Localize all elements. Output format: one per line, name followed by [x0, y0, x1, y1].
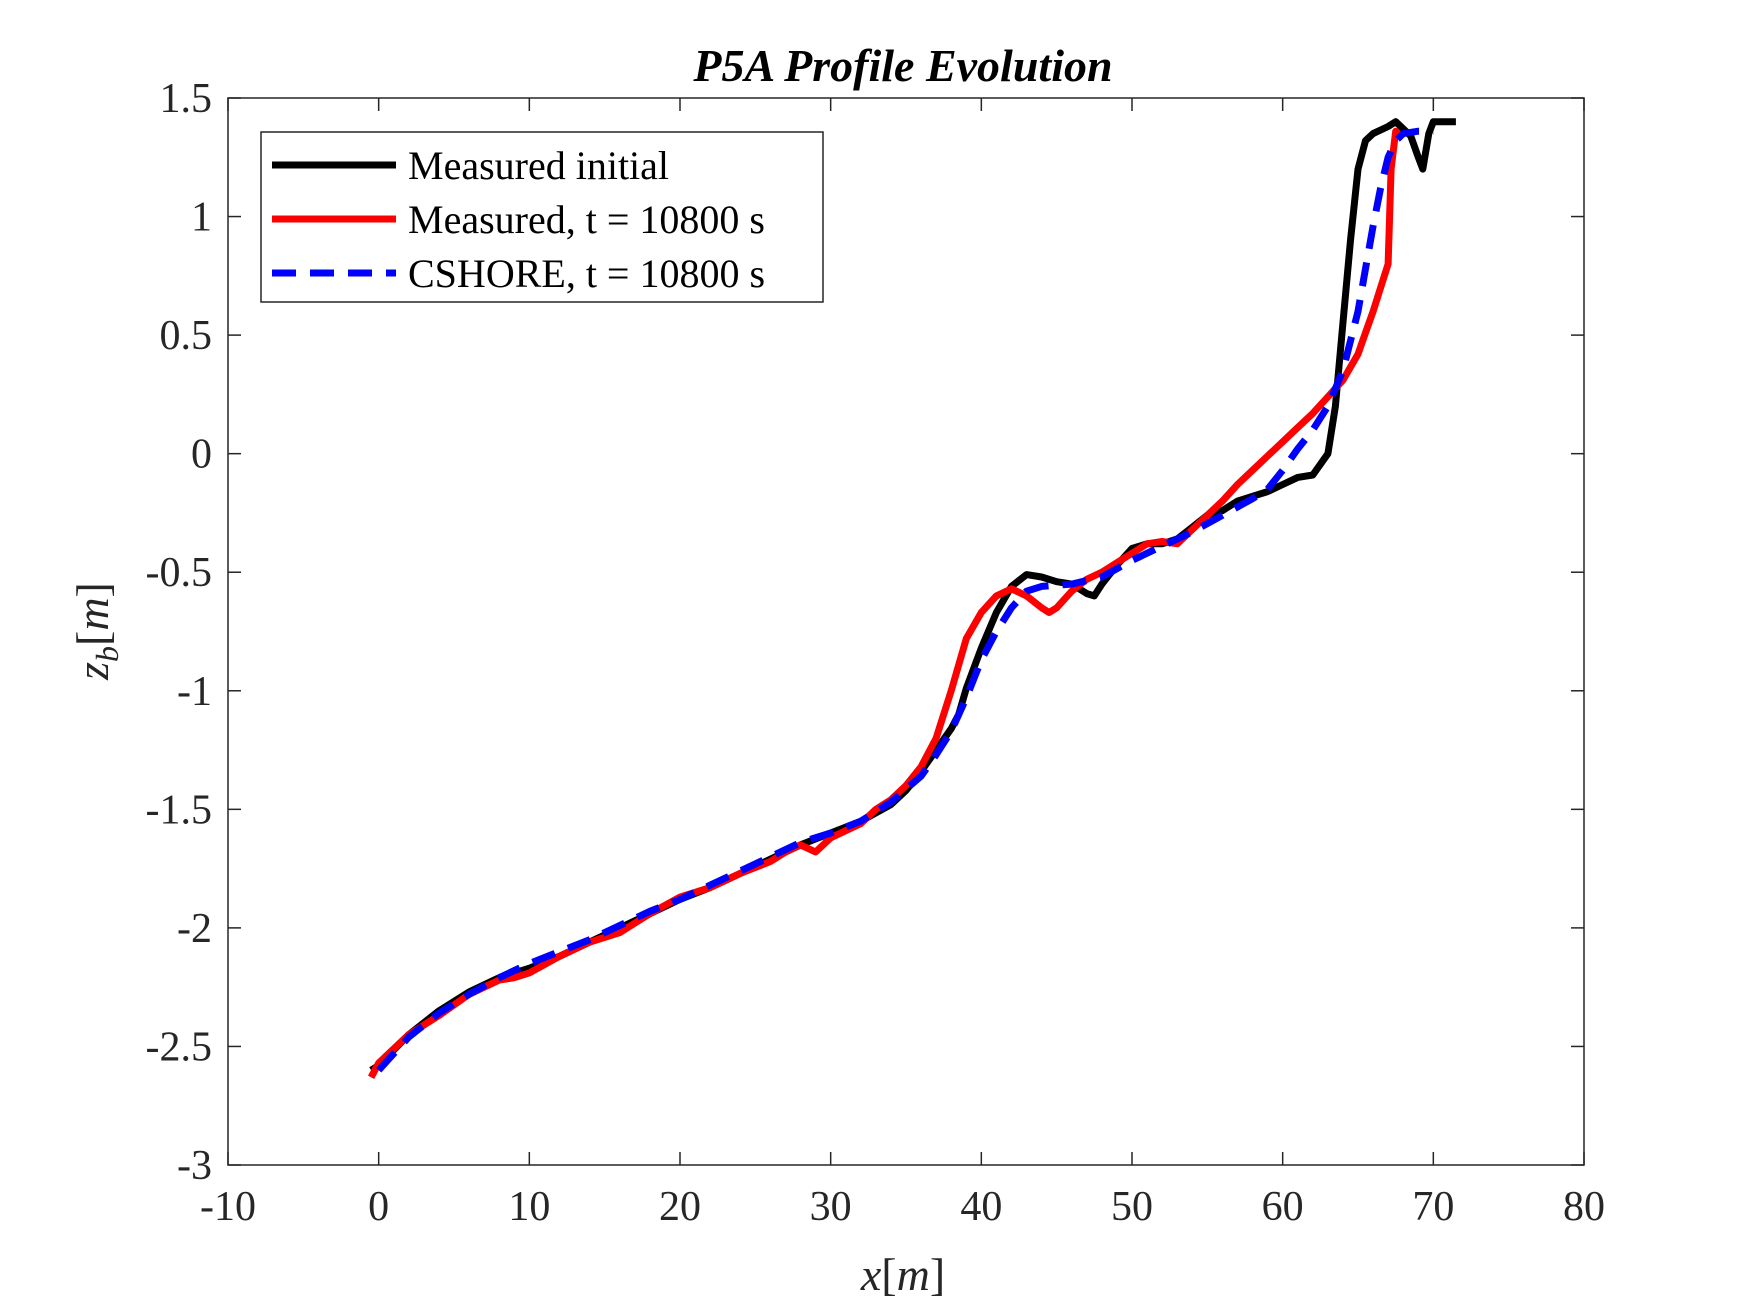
plot-area-frame — [227, 97, 1585, 1166]
x-tick-label: 20 — [659, 1184, 701, 1230]
series-layer — [368, 118, 1456, 1079]
y-tick-label: 0 — [191, 432, 212, 478]
y-tick-label: -3 — [177, 1143, 212, 1189]
x-axis-label: x[m] — [860, 1249, 945, 1300]
x-tick-label: -10 — [200, 1184, 256, 1230]
x-tick-label: 50 — [1111, 1184, 1153, 1230]
chart-title: P5A Profile Evolution — [692, 40, 1112, 91]
x-axis: -10 0 10 20 30 40 50 60 70 80 — [200, 98, 1605, 1230]
y-axis-label: zb[m] — [67, 582, 125, 681]
legend-label-2: Measured, t = 10800 s — [408, 197, 765, 242]
y-tick-label: -0.5 — [146, 550, 213, 596]
x-tick-label: 10 — [508, 1184, 550, 1230]
y-axis-label-unit-close: ] — [67, 582, 118, 597]
x-axis-label-symbol: x — [860, 1249, 882, 1300]
y-tick-label: 1 — [191, 195, 212, 241]
x-axis-label-unit: [ — [881, 1249, 896, 1300]
legend: Measured initial Measured, t = 10800 s CSH… — [260, 131, 824, 303]
y-tick-label: -1.5 — [146, 787, 213, 833]
x-tick-label: 0 — [368, 1184, 389, 1230]
x-tick-label: 40 — [960, 1184, 1002, 1230]
x-tick-label: 70 — [1412, 1184, 1454, 1230]
x-tick-label: 30 — [810, 1184, 852, 1230]
legend-label-1: Measured initial — [408, 143, 669, 188]
series-line-2 — [368, 127, 1406, 1079]
y-tick-label: -2.5 — [146, 1024, 213, 1070]
x-axis-label-unit-close: ] — [930, 1249, 945, 1300]
y-tick-label: 0.5 — [160, 313, 213, 359]
x-tick-label: 80 — [1563, 1184, 1605, 1230]
y-tick-label: -2 — [177, 906, 212, 952]
y-axis-label-subscript: b — [89, 646, 125, 662]
series-line-3 — [376, 127, 1434, 1073]
y-axis-label-unit: [ — [67, 631, 118, 646]
y-tick-label: 1.5 — [160, 76, 213, 122]
y-tick-label: -1 — [177, 669, 212, 715]
x-tick-label: 60 — [1262, 1184, 1304, 1230]
x-axis-label-unit-letter: m — [897, 1249, 930, 1300]
y-axis: -3 -2.5 -2 -1.5 -1 -0.5 0 0.5 1 1.5 — [146, 76, 1584, 1189]
legend-label-3: CSHORE, t = 10800 s — [408, 251, 765, 296]
y-axis-label-symbol: z — [67, 662, 118, 681]
y-axis-label-unit-letter: m — [67, 597, 118, 630]
